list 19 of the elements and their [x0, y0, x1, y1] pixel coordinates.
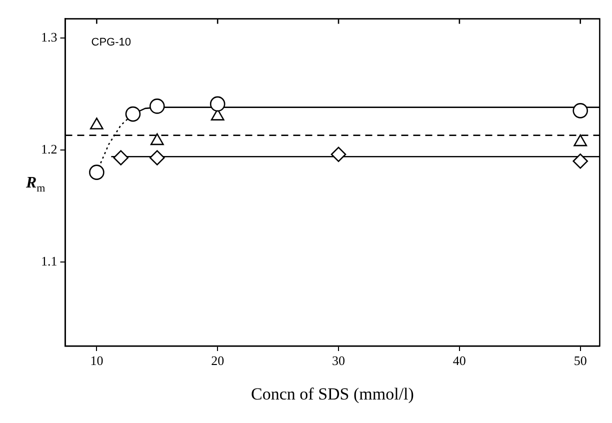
point [89, 164, 104, 180]
x-tick-label: 20 [211, 353, 224, 368]
point [149, 98, 165, 114]
y-tick-label: 1.2 [41, 141, 58, 156]
point [572, 103, 588, 118]
point [125, 106, 141, 122]
point [330, 146, 346, 162]
point [572, 153, 588, 169]
x-tick-label: 30 [332, 353, 346, 368]
point [113, 150, 129, 166]
y-tick-label: 1.3 [41, 29, 58, 44]
x-axis-title: Concn of SDS (mmol/l) [251, 384, 414, 404]
x-tick-label: 50 [574, 353, 587, 368]
x-tick-label: 40 [452, 353, 466, 368]
point [149, 150, 165, 166]
y-tick-label: 1.1 [41, 253, 58, 268]
point [210, 96, 226, 112]
annotation: CPG-10 [91, 36, 131, 48]
x-tick-label: 10 [90, 353, 104, 368]
